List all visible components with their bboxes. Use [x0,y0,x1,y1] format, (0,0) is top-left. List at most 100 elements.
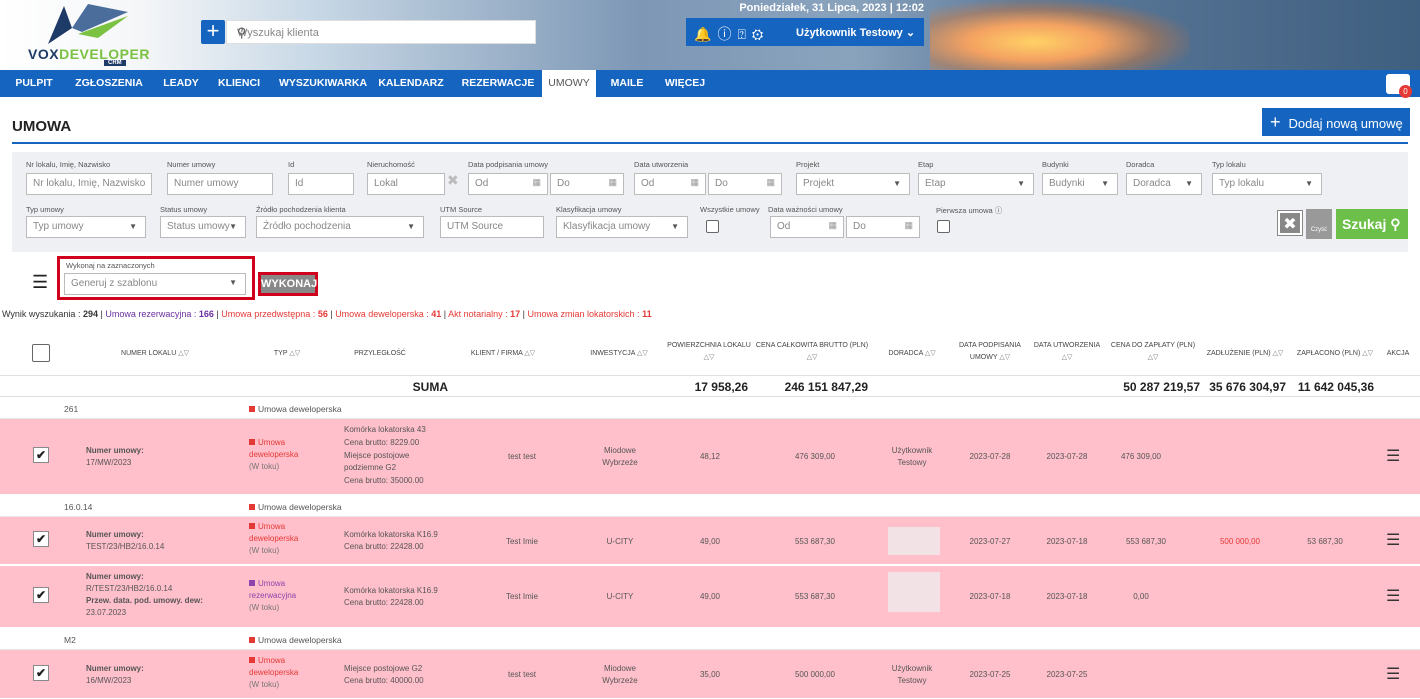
nav-pulpit[interactable]: PULPIT [15,77,53,89]
clear-icon[interactable]: ✖ [447,172,459,188]
filter-data-podpisania-od[interactable]: Od ▦ [468,173,548,195]
nav-leady[interactable]: LEADY [163,77,199,89]
row-checkbox[interactable]: ✔ [33,665,49,681]
sort-icon[interactable]: △▽ [1272,350,1284,357]
sort-icon[interactable]: △▽ [806,353,818,361]
add-contract-button[interactable]: + Dodaj nową umowę [1262,108,1410,136]
row-klient[interactable]: test test [507,670,536,679]
nav-maile[interactable]: MAILE [610,77,644,89]
sort-icon[interactable]: △▽ [524,350,536,357]
group-lokal[interactable]: M2 [64,635,76,645]
row-menu-icon[interactable]: ☰ [1386,588,1401,605]
row-menu-icon[interactable]: ☰ [1386,666,1401,683]
wszystkie-umowy-checkbox[interactable] [706,220,719,233]
col-data-podpisania[interactable]: DATA PODPISANIA UMOWY △▽ [959,342,1021,361]
user-name[interactable]: Użytkownik Testowy ⌄ [796,27,916,39]
col-zadluzenie[interactable]: ZADŁUŻENIE (PLN) △▽ [1206,350,1284,357]
filter-numer-umowy-input[interactable]: Numer umowy [167,173,273,195]
nav-wyszukiwarka[interactable]: WYSZUKIWARKA [278,77,368,89]
filter-status-umowy-select[interactable]: Status umowy ▼ [160,216,246,238]
filter-data-utworzenia-od[interactable]: Od ▦ [634,173,706,195]
filter-etap-select[interactable]: Etap ▼ [918,173,1034,195]
sort-icon[interactable]: △▽ [289,350,301,357]
filter-data-podpisania-do[interactable]: Do ▦ [550,173,624,195]
calendar-icon[interactable]: ▦ [608,177,617,187]
nav-wiecej[interactable]: WIĘCEJ [664,77,706,89]
summary-akt[interactable]: Akt notarialny : 17 [448,309,521,319]
col-cena-do-zaplaty[interactable]: CENA DO ZAPŁATY (PLN) △▽ [1110,342,1196,361]
select-all-checkbox[interactable] [32,344,50,362]
template-select[interactable]: Generuj z szablonu ▼ [64,273,246,295]
client-search-input[interactable]: Wyszukaj klienta ⚲ [226,20,536,44]
nav-kalendarz[interactable]: KALENDARZ [378,77,444,89]
sort-icon[interactable]: △▽ [999,353,1011,361]
filter-zrodlo-select[interactable]: Źródło pochodzenia ▼ [256,216,424,238]
sort-icon[interactable]: △▽ [703,353,715,361]
add-client-button[interactable]: + [201,20,225,44]
filter-utm-input[interactable]: UTM Source [440,216,544,238]
sort-icon[interactable]: △▽ [924,350,936,357]
col-data-utworzenia[interactable]: DATA UTWORZENIA △▽ [1033,342,1101,361]
calendar-icon[interactable]: ▦ [690,177,699,187]
col-doradca[interactable]: DORADCA △▽ [888,350,936,357]
summary-prz[interactable]: Umowa przedwstępna : 56 [221,309,328,319]
summary-rez[interactable]: Umowa rezerwacyjna : 166 [105,309,214,319]
row-klient[interactable]: Test Imie [505,592,538,601]
filter-typ-umowy-select[interactable]: Typ umowy ▼ [26,216,146,238]
row-menu-icon[interactable]: ☰ [1386,532,1401,549]
calendar-icon[interactable]: ▦ [766,177,775,187]
table-row[interactable]: ✔ Numer umowy: R/TEST/23/HB2/16.0.14 Przew… [0,566,1420,628]
filter-id-input[interactable]: Id [288,173,354,195]
row-checkbox[interactable]: ✔ [33,447,49,463]
row-checkbox[interactable]: ✔ [33,587,49,603]
info-icon[interactable]: ⓘ [717,26,738,42]
help-icon[interactable]: ⍰ [737,26,752,42]
nav-zgloszenia[interactable]: ZGŁOSZENIA [75,77,143,89]
calendar-icon[interactable]: ▦ [904,220,913,230]
summary-dew[interactable]: Umowa deweloperska : 41 [335,309,442,319]
col-numer-lokalu[interactable]: NUMER LOKALU △▽ [121,350,189,357]
calendar-icon[interactable]: ▦ [532,177,541,187]
clear-filters-icon[interactable]: ✖ [1277,210,1303,236]
sort-icon[interactable]: △▽ [636,350,648,357]
bell-icon[interactable]: 🔔 [694,26,718,42]
filter-nieruchomosc-input[interactable]: Lokal [367,173,445,195]
col-powierzchnia[interactable]: POWIERZCHNIA LOKALU △▽ [667,342,751,361]
summary-zmian[interactable]: Umowa zmian lokatorskich : 11 [527,309,652,319]
filter-doradca-select[interactable]: Doradca ▼ [1126,173,1202,195]
calendar-icon[interactable]: ▦ [828,220,837,230]
row-numer[interactable]: Numer umowy: 16/MW/2023 [86,664,144,685]
search-button[interactable]: Szukaj ⚲ [1336,209,1408,239]
filter-data-waznosci-od[interactable]: Od ▦ [770,216,844,238]
col-zaplacono[interactable]: ZAPŁACONO (PLN) △▽ [1296,350,1374,357]
row-checkbox[interactable]: ✔ [33,531,49,547]
row-numer[interactable]: Numer umowy: 17/MW/2023 [86,446,144,467]
nav-umowy[interactable]: UMOWY [542,70,596,97]
gear-icon[interactable]: ⚙ [751,26,770,42]
briefcase-icon[interactable]: 0 [1386,74,1412,98]
col-typ[interactable]: TYP △▽ [273,350,301,357]
filter-data-waznosci-do[interactable]: Do ▦ [846,216,920,238]
execute-button[interactable]: WYKONAJ [258,272,318,296]
row-menu-icon[interactable]: ☰ [1386,448,1401,465]
filter-klasyfikacja-select[interactable]: Klasyfikacja umowy ▼ [556,216,688,238]
nav-klienci[interactable]: KLIENCI [218,77,260,89]
logo[interactable]: VOXDEVELOPER CRM [28,2,168,66]
pierwsza-umowa-checkbox[interactable] [937,220,950,233]
notification-icons[interactable]: 🔔ⓘ⍰⚙ [694,24,769,44]
col-cena-calkowita[interactable]: CENA CAŁKOWITA BRUTTO (PLN) △▽ [755,342,869,361]
nav-rezerwacje[interactable]: REZERWACJE [461,77,535,89]
group-lokal[interactable]: 261 [64,404,79,414]
filter-budynki-select[interactable]: Budynki ▼ [1042,173,1118,195]
clear-button[interactable]: Czyść [1306,209,1332,239]
filter-projekt-select[interactable]: Projekt ▼ [796,173,910,195]
row-numer[interactable]: Numer umowy: R/TEST/23/HB2/16.0.14 Przew. … [86,572,203,617]
col-inwestycja[interactable]: INWESTYCJA △▽ [590,350,648,357]
row-klient[interactable]: test test [507,452,536,461]
group-lokal[interactable]: 16.0.14 [64,502,93,512]
search-icon[interactable]: ⚲ [237,25,247,40]
sort-icon[interactable]: △▽ [1061,353,1073,361]
help-icon[interactable]: ⓘ [994,206,1003,215]
sort-icon[interactable]: △▽ [178,350,189,357]
table-row[interactable]: ✔ Numer umowy: TEST/23/HB2/16.0.14 Umowa d… [0,517,1420,565]
